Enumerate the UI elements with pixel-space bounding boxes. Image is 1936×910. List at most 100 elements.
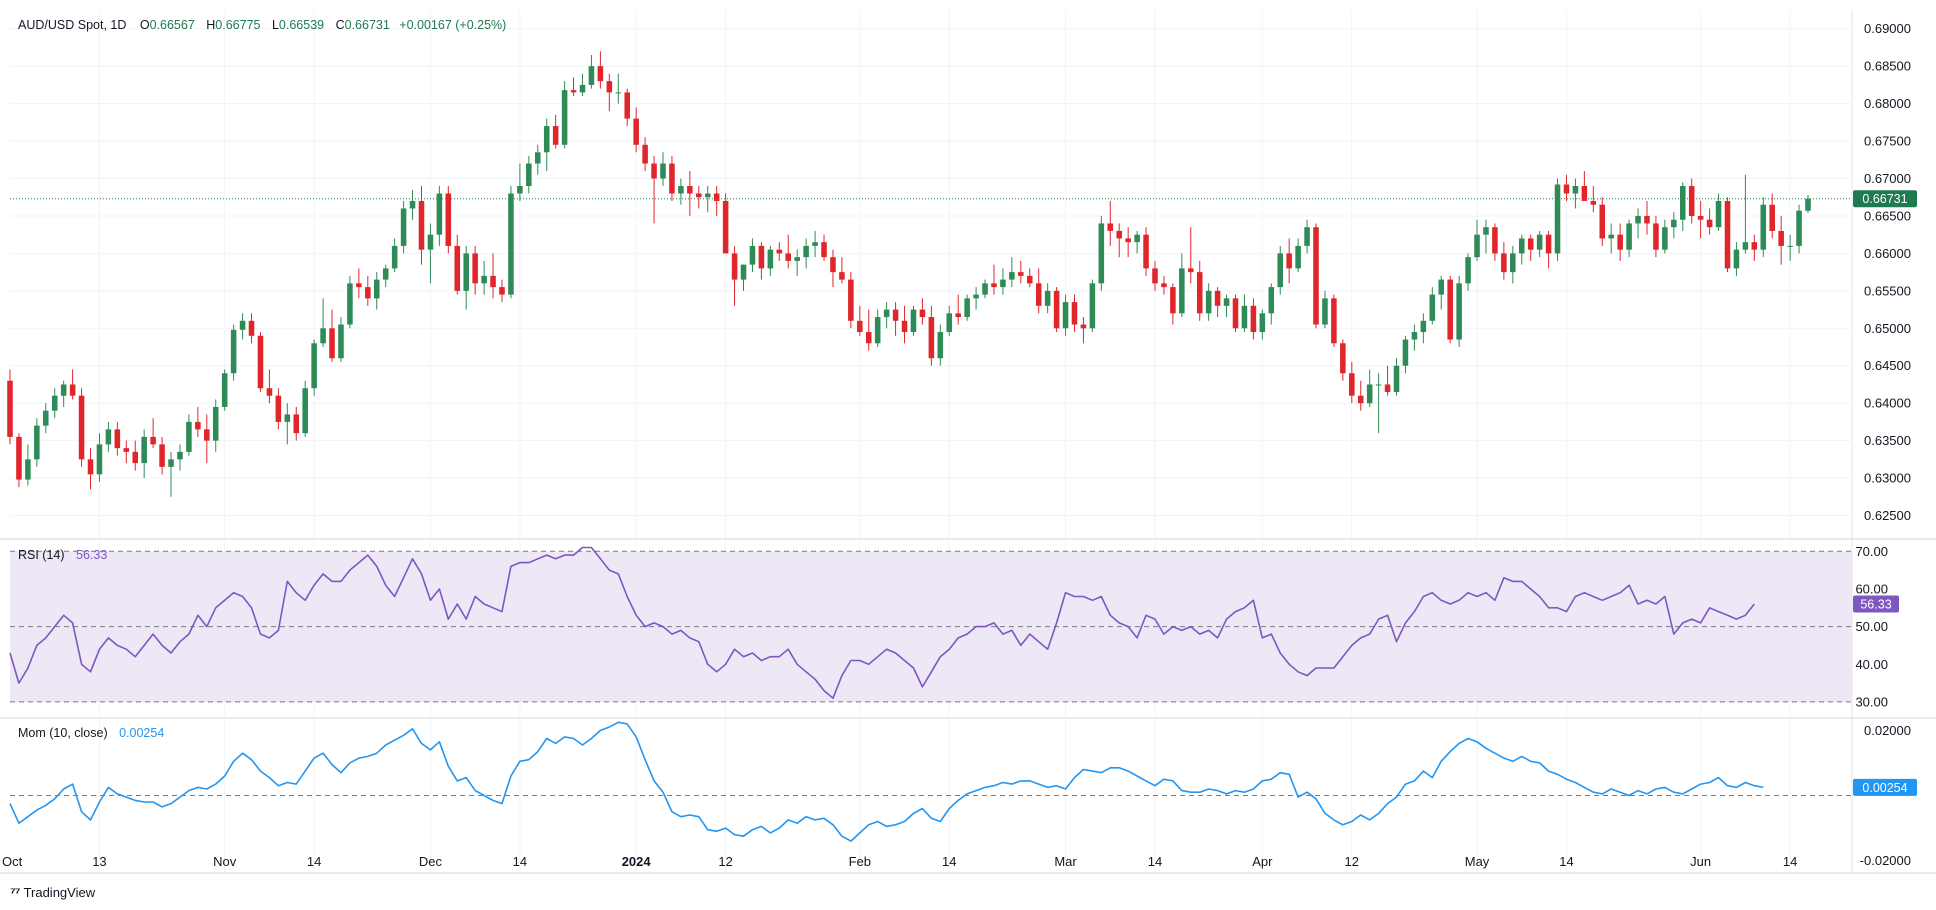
candle (1188, 227, 1194, 284)
candle (1349, 362, 1355, 404)
candle-body (1277, 253, 1284, 288)
candle (51, 388, 58, 419)
candle-body (454, 245, 461, 291)
candle-body (839, 272, 845, 280)
candle-body (51, 395, 58, 411)
candle (1724, 197, 1731, 273)
date-tick-label: Jun (1690, 854, 1711, 869)
candle-body (1340, 343, 1346, 374)
candle-body (1196, 272, 1203, 314)
candle (1357, 380, 1364, 411)
candle (1617, 223, 1623, 261)
candle-body (1483, 227, 1489, 235)
candle (1456, 275, 1462, 348)
candle-body (141, 436, 147, 464)
candle (266, 369, 273, 404)
candle-body (1608, 234, 1614, 239)
svg-text:0.66731: 0.66731 (1862, 192, 1907, 206)
candle (34, 418, 40, 467)
candle-body (964, 298, 970, 318)
candle-body (1152, 268, 1158, 284)
candle-body (1492, 227, 1498, 254)
close-label: C (336, 18, 345, 32)
candle (25, 444, 31, 486)
candle (901, 305, 908, 344)
candle (794, 249, 800, 276)
candle-body (508, 193, 514, 295)
candle (517, 163, 523, 201)
candle-body (731, 253, 738, 280)
candle (1474, 219, 1480, 261)
candle (991, 264, 997, 295)
candle-body (830, 257, 836, 273)
candle (1331, 294, 1337, 348)
candle-body (78, 395, 85, 460)
candle (803, 238, 809, 269)
candle (1304, 219, 1310, 254)
candle (1232, 294, 1239, 333)
candle (1340, 339, 1346, 381)
candle (212, 399, 219, 452)
candle-body (579, 84, 586, 93)
candle (1697, 200, 1704, 239)
momentum-pane[interactable] (9, 721, 1852, 842)
date-tick-label: 14 (307, 854, 321, 869)
candle (1420, 313, 1427, 344)
mom-tick-label: -0.02000 (1860, 853, 1911, 868)
open-label: O (140, 18, 150, 32)
rsi-tick-label: 70.00 (1855, 544, 1888, 559)
candle-body (43, 410, 49, 426)
candle-body (1232, 298, 1239, 329)
candle (1268, 283, 1275, 325)
candle (1572, 178, 1579, 209)
price-tick-label: 0.64500 (1864, 358, 1911, 373)
candle (1429, 287, 1436, 325)
candle (1581, 171, 1588, 201)
candle (579, 73, 586, 97)
candle (373, 272, 380, 310)
candle (669, 156, 675, 201)
candle-body (1286, 253, 1292, 269)
candle-body (1035, 283, 1042, 306)
candle-body (687, 186, 693, 194)
candle (356, 268, 362, 299)
rsi-pane[interactable] (9, 546, 1852, 703)
candle-body (60, 384, 67, 396)
candle (1554, 178, 1561, 261)
candle (400, 200, 407, 254)
candle-body (1635, 215, 1641, 224)
candle-body (1268, 287, 1275, 314)
date-tick-label: Feb (849, 854, 871, 869)
candle-body (1062, 302, 1069, 329)
candle-body (114, 429, 121, 449)
price-tick-label: 0.65000 (1864, 321, 1911, 336)
candle-body (740, 264, 747, 280)
rsi-label: RSI (14) (18, 548, 65, 562)
candle-body (696, 193, 702, 198)
candle-body (1626, 223, 1632, 250)
tradingview-brand[interactable]: ⁷⁷ TradingView (10, 884, 95, 900)
price-tick-label: 0.64000 (1864, 396, 1911, 411)
grid-lines (0, 10, 1936, 874)
candle-body (329, 328, 335, 359)
candle-body (973, 294, 979, 299)
candle-body (1456, 283, 1462, 340)
candle-body (1026, 275, 1033, 284)
price-pane[interactable] (7, 51, 1852, 497)
candle-body (1438, 279, 1445, 295)
candle-body (919, 309, 926, 318)
candle-body (1474, 234, 1480, 258)
candle-body (1107, 223, 1114, 231)
candle (651, 156, 657, 224)
candle-body (1715, 200, 1722, 228)
price-tick-label: 0.66500 (1864, 208, 1911, 223)
candle (937, 324, 944, 366)
candle-body (1742, 242, 1749, 250)
candle-body (427, 234, 434, 250)
candle (1662, 219, 1668, 254)
candle-body (266, 388, 273, 396)
candle (588, 54, 595, 89)
axes: 0.69000 0.68500 0.68000 0.67500 0.67000 0.665… (2, 21, 1911, 869)
candle (1501, 242, 1507, 280)
